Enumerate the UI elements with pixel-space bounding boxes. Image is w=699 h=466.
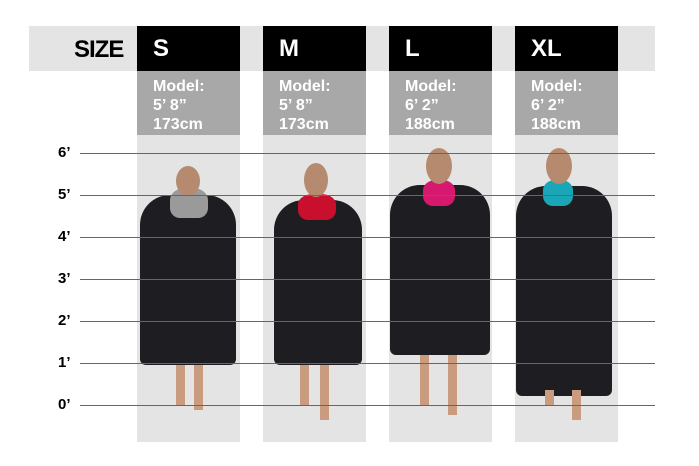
model-info: Model: 5’ 8” 173cm [263,71,366,135]
height-line [80,153,655,154]
height-tick: 1’ [58,354,71,371]
size-label: SIZE [74,36,124,63]
model-info: Model: 6’ 2” 188cm [515,71,618,135]
model-info: Model: 5’ 8” 173cm [137,71,240,135]
size-name: L [389,26,492,71]
height-tick: 3’ [58,270,71,287]
height-tick: 0’ [58,396,71,413]
height-line [80,279,655,280]
size-name: XL [515,26,618,71]
height-tick: 2’ [58,312,71,329]
height-line [80,405,655,406]
height-line [80,237,655,238]
height-tick: 6’ [58,144,71,161]
height-tick: 4’ [58,228,71,245]
height-line [80,321,655,322]
model-info: Model: 6’ 2” 188cm [389,71,492,135]
size-name: S [137,26,240,71]
height-line [80,363,655,364]
height-line [80,195,655,196]
height-tick: 5’ [58,186,71,203]
size-name: M [263,26,366,71]
